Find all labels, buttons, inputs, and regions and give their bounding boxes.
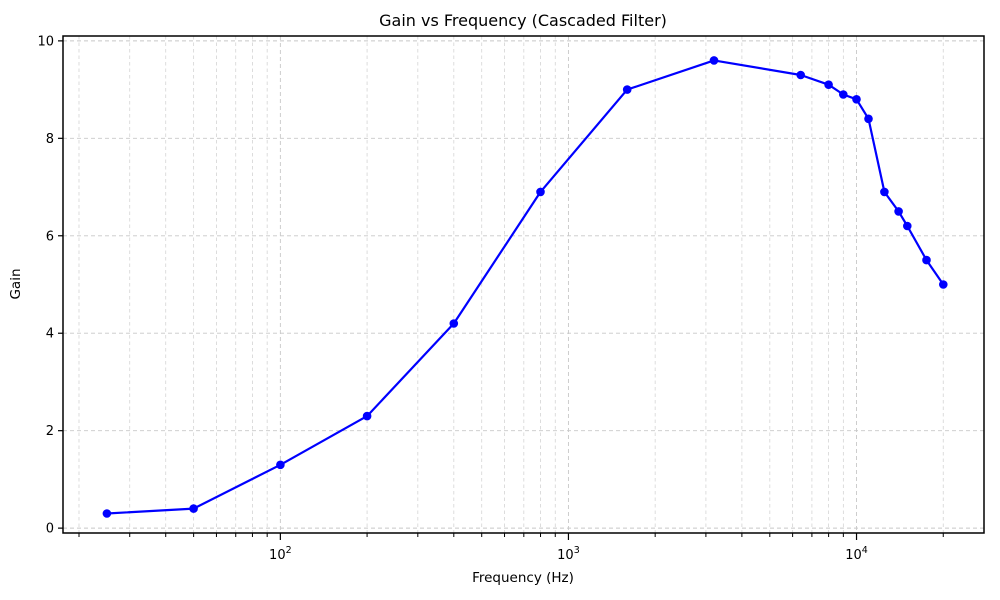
data-point [709,56,719,65]
data-point [449,319,459,328]
gain-series [102,56,948,518]
chart-title: Gain vs Frequency (Cascaded Filter) [379,11,667,30]
major-gridlines [63,36,984,533]
gain-line [105,59,945,515]
data-point [852,95,861,104]
data-point [864,114,873,124]
data-point [880,187,889,197]
y-axis-label: Gain [8,268,24,299]
y-tick-label: 6 [46,229,54,244]
data-point [939,280,948,289]
y-tick-label: 4 [46,327,54,342]
data-point [189,504,198,513]
x-axis-label: Frequency (Hz) [472,570,574,586]
data-point [536,187,545,197]
data-point [824,80,833,89]
y-tick-label: 10 [37,34,54,49]
data-point [622,85,632,94]
x-tick-label: 103 [557,545,580,563]
tick-labels: 102 103 104 0 2 4 6 8 10 [37,34,867,563]
data-point [922,255,931,265]
y-tick-label: 8 [46,132,54,147]
data-point [796,70,805,80]
data-point [839,90,848,99]
data-point [362,411,372,421]
data-point [903,221,912,231]
y-tick-label: 0 [46,522,54,537]
y-tick-label: 2 [46,424,54,439]
x-tick-label: 102 [269,545,292,563]
data-point [276,460,285,470]
x-tick-label: 104 [845,545,868,563]
data-point [894,207,903,216]
data-point [102,509,112,518]
axis-ticks [58,40,944,540]
minor-gridlines [78,36,944,533]
